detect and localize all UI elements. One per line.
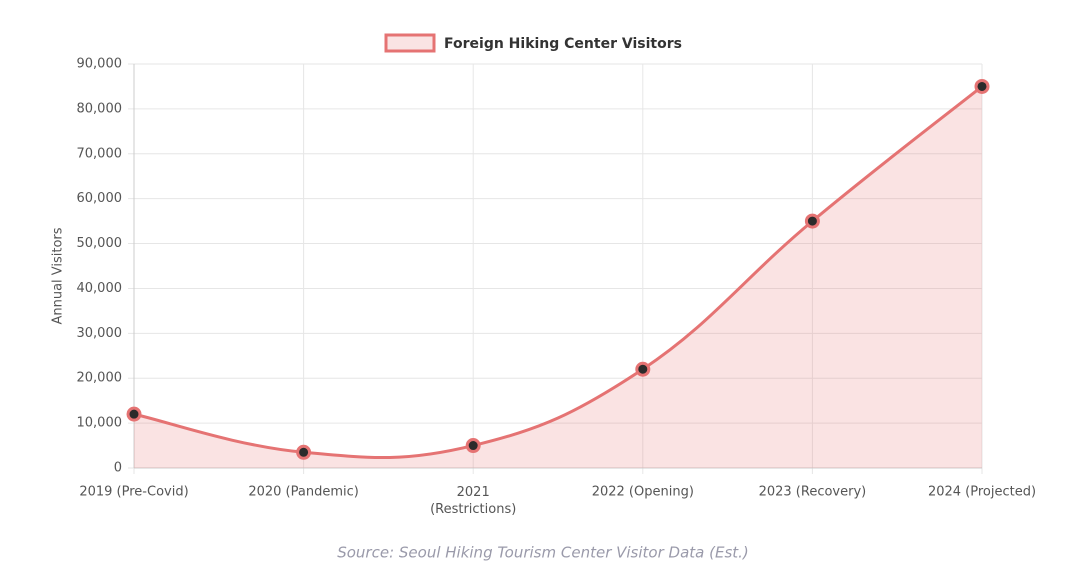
- legend-swatch: [384, 33, 436, 53]
- x-tick-label-line: (Restrictions): [430, 502, 516, 517]
- x-tick-label: 2019 (Pre-Covid): [79, 485, 188, 500]
- point: [126, 406, 142, 422]
- point: [635, 361, 651, 377]
- y-tick-label: 90,000: [77, 57, 123, 72]
- y-tick-label: 60,000: [77, 191, 123, 206]
- y-axis-title: Annual Visitors: [51, 227, 66, 324]
- y-tick-label: 30,000: [77, 326, 123, 341]
- x-tick-label: 2020 (Pandemic): [248, 485, 359, 500]
- point: [296, 444, 312, 460]
- y-tick-label: 50,000: [77, 236, 123, 251]
- x-tick-label: 2021 (Restrictions): [430, 485, 516, 517]
- y-tick-label: 10,000: [77, 416, 123, 431]
- point: [974, 78, 990, 94]
- x-tick-label: 2022 (Opening): [592, 485, 694, 500]
- point: [804, 213, 820, 229]
- legend-label: Foreign Hiking Center Visitors: [444, 36, 682, 52]
- y-tick-label: 40,000: [77, 281, 123, 296]
- y-tick-label: 70,000: [77, 146, 123, 161]
- x-tick-label: 2024 (Projected): [928, 485, 1036, 500]
- point: [465, 438, 481, 454]
- source-note: Source: Seoul Hiking Tourism Center Visi…: [337, 544, 749, 562]
- x-tick-label: 2023 (Recovery): [759, 485, 867, 500]
- y-tick-label: 0: [114, 461, 122, 476]
- area: [134, 86, 982, 468]
- x-tick-label-line: 2021: [457, 485, 490, 500]
- y-tick-label: 80,000: [77, 101, 123, 116]
- y-tick-label: 20,000: [77, 371, 123, 386]
- line: [133, 85, 983, 460]
